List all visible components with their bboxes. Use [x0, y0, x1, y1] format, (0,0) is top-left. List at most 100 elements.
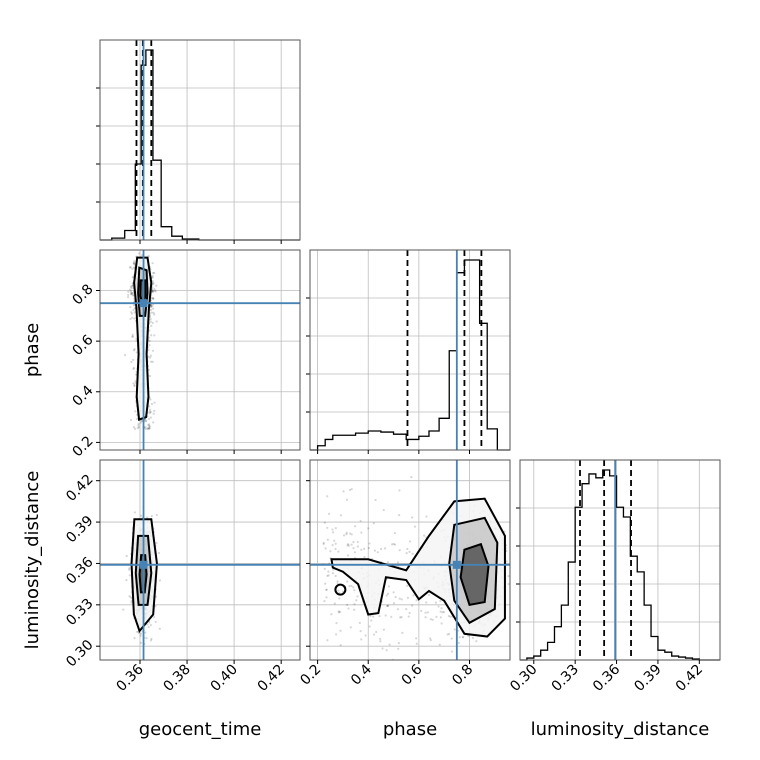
sample-point: [151, 360, 154, 363]
sample-point: [145, 637, 148, 640]
sample-point: [397, 642, 400, 645]
sample-point: [461, 635, 464, 639]
sample-point: [152, 282, 155, 286]
sample-point: [325, 596, 328, 599]
sample-point: [408, 550, 411, 553]
sample-point: [440, 607, 443, 610]
sample-point: [150, 514, 153, 518]
sample-point: [425, 601, 428, 604]
truth-marker: [139, 560, 148, 569]
sample-point: [408, 611, 411, 615]
sample-point: [352, 547, 355, 550]
sample-point: [387, 585, 391, 588]
sample-point: [367, 527, 370, 530]
sample-point: [151, 321, 154, 325]
sample-point: [133, 260, 136, 263]
sample-point: [331, 531, 335, 534]
contour-line-3: [459, 542, 490, 606]
sample-point: [154, 620, 157, 623]
sample-point: [150, 304, 153, 307]
sample-point: [135, 417, 139, 421]
sample-point: [149, 410, 152, 414]
sample-point: [133, 384, 136, 388]
sample-point: [131, 358, 135, 362]
sample-point: [158, 579, 162, 582]
sample-point: [139, 421, 142, 424]
sample-point: [386, 561, 390, 564]
contour-fill-3: [460, 544, 489, 605]
sample-point: [431, 618, 434, 621]
sample-point: [373, 549, 377, 552]
sample-point: [148, 408, 152, 411]
density-clip-group: [122, 506, 162, 646]
sample-point: [390, 543, 394, 546]
sample-point: [323, 600, 326, 603]
x-tick-label-geocent_time: 0.42: [255, 662, 288, 695]
sample-point: [129, 266, 132, 269]
sample-point: [132, 426, 136, 429]
sample-point: [130, 284, 133, 287]
sample-point: [128, 567, 131, 570]
sample-point: [153, 271, 156, 275]
sample-point: [398, 489, 401, 492]
sample-point: [348, 584, 351, 588]
sample-point: [130, 286, 133, 290]
y-tick-label-luminosity_distance: 0.33: [63, 596, 96, 629]
sample-point: [133, 427, 137, 430]
sample-point: [123, 353, 127, 357]
sample-point: [155, 541, 158, 545]
sample-point: [342, 534, 346, 537]
sample-point: [137, 425, 140, 429]
sample-point: [334, 574, 337, 578]
sample-point: [355, 599, 358, 602]
sample-point: [326, 526, 329, 529]
contour-line-1: [133, 256, 153, 421]
sample-point: [382, 628, 385, 631]
sample-point: [336, 580, 339, 583]
y-tick-label-luminosity_distance: 0.36: [63, 554, 96, 587]
sample-point: [132, 261, 135, 265]
sample-point: [132, 366, 136, 369]
sample-point: [471, 636, 475, 640]
sample-point: [130, 360, 133, 364]
sample-point: [131, 276, 134, 279]
y-tick-label-phase: 0.6: [70, 332, 97, 359]
sample-point: [424, 616, 427, 619]
sample-point: [329, 550, 332, 553]
sample-point: [337, 611, 341, 614]
sample-point: [447, 614, 450, 618]
sample-point: [132, 367, 135, 370]
sample-point: [150, 311, 153, 314]
y-tick-label-luminosity_distance: 0.39: [63, 513, 96, 546]
sample-point: [151, 279, 154, 283]
x-axis-label-geocent_time: geocent_time: [139, 719, 262, 740]
sample-point: [341, 590, 345, 593]
sample-point: [140, 419, 143, 422]
sample-point: [326, 495, 329, 498]
contour-island: [334, 583, 347, 596]
sample-point: [339, 644, 342, 647]
sample-point: [379, 637, 382, 641]
sample-point: [475, 640, 478, 643]
sample-point: [151, 276, 154, 279]
sample-point: [346, 554, 350, 557]
sample-point: [131, 284, 134, 288]
sample-point: [130, 312, 134, 315]
sample-point: [137, 422, 140, 425]
contour-line-2: [137, 266, 149, 317]
sample-point: [458, 636, 461, 639]
sample-point: [331, 528, 334, 531]
hist-panel-phase: [306, 249, 511, 451]
sample-point: [327, 574, 330, 577]
sample-point: [130, 311, 133, 314]
sample-point: [349, 532, 352, 535]
sample-point: [149, 305, 153, 309]
sample-point: [353, 603, 356, 606]
sample-point: [132, 294, 135, 297]
sample-point: [415, 642, 418, 645]
sample-point: [507, 575, 510, 578]
sample-point: [132, 349, 136, 352]
sample-point: [129, 306, 132, 309]
sample-point: [394, 595, 397, 599]
sample-point: [129, 292, 133, 296]
